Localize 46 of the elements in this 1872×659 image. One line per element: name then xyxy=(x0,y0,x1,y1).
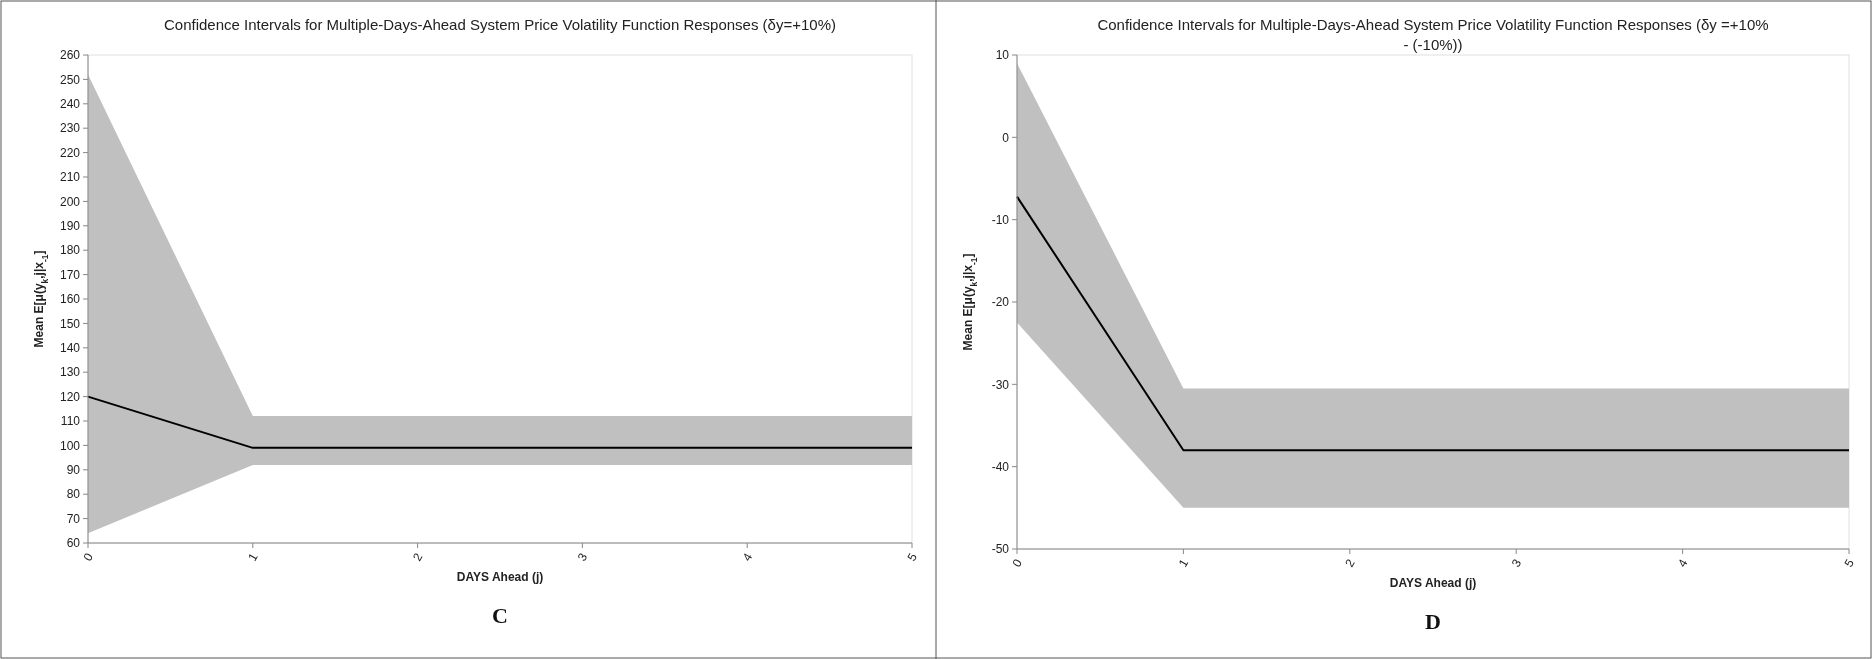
text: C xyxy=(492,603,508,628)
x-axis-title: DAYS Ahead (j) xyxy=(456,570,544,584)
y-tick-label: 60 xyxy=(66,536,81,551)
chart-title: Confidence Intervals for Multiple-Days-Ahead System Price Volatility Function Responses (δy =+10% - (-10%)) xyxy=(1097,16,1769,53)
y-tick-label: 220 xyxy=(59,145,81,160)
x-axis-title: DAYS Ahead (j) xyxy=(1389,576,1477,590)
x-tick-label: 0 xyxy=(80,550,97,564)
x-tick-label: 2 xyxy=(410,550,426,564)
text: D xyxy=(1425,609,1441,634)
y-tick-label: 250 xyxy=(59,72,81,87)
x-tick-label: 1 xyxy=(1175,556,1192,570)
y-tick-label: 90 xyxy=(66,463,81,477)
y-tick-label: 230 xyxy=(59,121,81,136)
y-tick-label: 200 xyxy=(59,194,81,209)
y-tick-label: 100 xyxy=(59,438,81,453)
y-tick-label: 150 xyxy=(59,316,81,331)
y-tick-label: -30 xyxy=(991,377,1010,392)
y-tick-label: 10 xyxy=(995,48,1010,63)
x-tick-label: 5 xyxy=(1841,556,1858,570)
x-tick-label: 3 xyxy=(574,550,591,564)
y-tick-label: 0 xyxy=(1002,130,1010,145)
y-tick-label: -50 xyxy=(991,542,1010,557)
y-tick-label: -40 xyxy=(991,459,1010,474)
y-tick-label: 70 xyxy=(66,511,81,526)
x-tick-label: 4 xyxy=(739,550,756,564)
x-tick-label: 2 xyxy=(1342,556,1358,570)
y-tick-label: 240 xyxy=(59,97,81,111)
x-tick-label: 3 xyxy=(1508,556,1525,570)
y-tick-label: -20 xyxy=(991,295,1010,310)
x-tick-label: 0 xyxy=(1009,556,1026,570)
x-tick-label: 4 xyxy=(1675,556,1691,570)
chart-title: Confidence Intervals for Multiple-Days-Ahead System Price Volatility Function Responses (δy=+10%) xyxy=(164,16,836,33)
y-tick-label: 210 xyxy=(59,170,81,185)
y-tick-label: 140 xyxy=(59,341,81,355)
y-tick-label: -10 xyxy=(991,212,1010,227)
y-tick-label: 80 xyxy=(66,487,81,502)
y-tick-label: 160 xyxy=(59,292,81,307)
y-tick-label: 110 xyxy=(60,414,81,429)
y-tick-label: 190 xyxy=(59,219,81,233)
y-tick-label: 130 xyxy=(59,365,81,380)
y-tick-label: 120 xyxy=(59,389,81,404)
y-tick-label: 260 xyxy=(59,48,81,63)
x-tick-label: 1 xyxy=(245,550,261,564)
y-tick-label: 170 xyxy=(59,267,81,282)
y-tick-label: 180 xyxy=(59,243,81,258)
x-tick-label: 5 xyxy=(904,550,921,564)
